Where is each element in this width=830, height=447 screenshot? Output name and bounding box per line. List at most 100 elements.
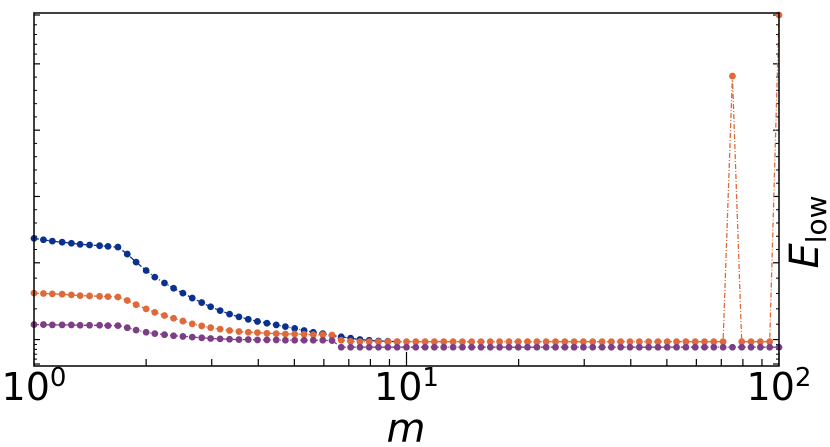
data-point (393, 338, 401, 346)
data-point (459, 343, 466, 351)
data-point (756, 343, 764, 351)
data-point (132, 258, 140, 266)
data-point (226, 310, 233, 318)
data-point (365, 338, 373, 346)
data-point (533, 343, 541, 351)
data-point (440, 343, 448, 351)
data-point (263, 329, 271, 337)
x-tick-label: 101 (374, 363, 439, 409)
data-point (729, 72, 736, 80)
data-point (309, 331, 317, 339)
data-point (123, 297, 131, 304)
data-point (226, 327, 233, 334)
data-point (766, 343, 774, 351)
data-point (198, 334, 206, 342)
data-point (281, 330, 289, 338)
data-point (570, 343, 578, 351)
data-point (272, 321, 280, 329)
x-tick-labels: 100 101 102 (2, 363, 812, 409)
data-point (756, 338, 764, 346)
data-point (561, 338, 569, 346)
data-point (207, 335, 215, 342)
data-point (114, 243, 122, 251)
data-point (142, 328, 150, 336)
data-point (263, 336, 271, 344)
data-point (691, 338, 699, 346)
data-point (654, 338, 662, 346)
data-point (263, 319, 271, 327)
x-tick-label-exponent: 0 (50, 363, 67, 393)
data-point (48, 321, 56, 329)
data-point (96, 292, 103, 300)
data-point (533, 338, 541, 346)
data-point (607, 343, 615, 351)
y-axis-label-main: E (782, 243, 828, 269)
data-point (682, 343, 690, 351)
data-point (328, 331, 336, 339)
data-point (617, 338, 625, 346)
data-point (375, 338, 382, 346)
x-tick-label: 100 (2, 363, 67, 409)
data-point (477, 343, 485, 351)
data-point (403, 343, 410, 351)
data-point (272, 330, 280, 338)
data-point (645, 338, 653, 346)
plot-frame (33, 12, 780, 367)
data-point (580, 343, 587, 351)
data-point (188, 320, 196, 328)
data-point (514, 338, 522, 346)
data-point (142, 305, 150, 313)
data-point (142, 267, 150, 274)
data-point (161, 279, 168, 287)
data-point (421, 343, 429, 351)
data-point (123, 250, 131, 258)
data-point (514, 343, 522, 351)
data-point (403, 338, 410, 346)
data-point (626, 343, 634, 351)
data-point (132, 326, 140, 334)
series-line (33, 237, 398, 343)
data-point (347, 343, 355, 351)
data-point (96, 242, 103, 250)
data-point (337, 336, 345, 344)
data-point (291, 330, 299, 338)
data-point (76, 321, 84, 329)
data-point (161, 331, 168, 339)
data-point (542, 343, 550, 351)
x-tick-label-exponent: 1 (422, 363, 439, 393)
data-point (645, 343, 653, 351)
data-point (198, 322, 206, 330)
data-point (179, 289, 187, 297)
data-point (76, 292, 84, 299)
data-point (244, 328, 252, 336)
data-point (635, 338, 643, 346)
series-2 (30, 11, 783, 346)
data-point (198, 299, 206, 306)
data-point (67, 239, 75, 247)
data-point (281, 323, 289, 331)
y-axis-label: Elow (782, 195, 830, 268)
data-point (440, 338, 448, 346)
data-point (104, 293, 112, 301)
data-point (505, 343, 513, 351)
data-point (58, 290, 66, 298)
data-point (319, 336, 327, 344)
data-point (254, 318, 261, 325)
data-point (123, 324, 131, 332)
data-point (76, 240, 84, 248)
data-point (449, 343, 457, 351)
data-point (738, 343, 746, 351)
data-point (86, 321, 93, 329)
data-point (589, 338, 597, 346)
data-point (86, 292, 93, 300)
data-point (300, 336, 308, 344)
data-point (328, 337, 336, 345)
data-point (188, 333, 196, 341)
data-point (48, 237, 56, 245)
data-point (635, 343, 643, 351)
x-axis-label: m (387, 406, 426, 447)
data-point (96, 321, 103, 329)
data-point (48, 290, 56, 298)
data-point (235, 328, 243, 335)
